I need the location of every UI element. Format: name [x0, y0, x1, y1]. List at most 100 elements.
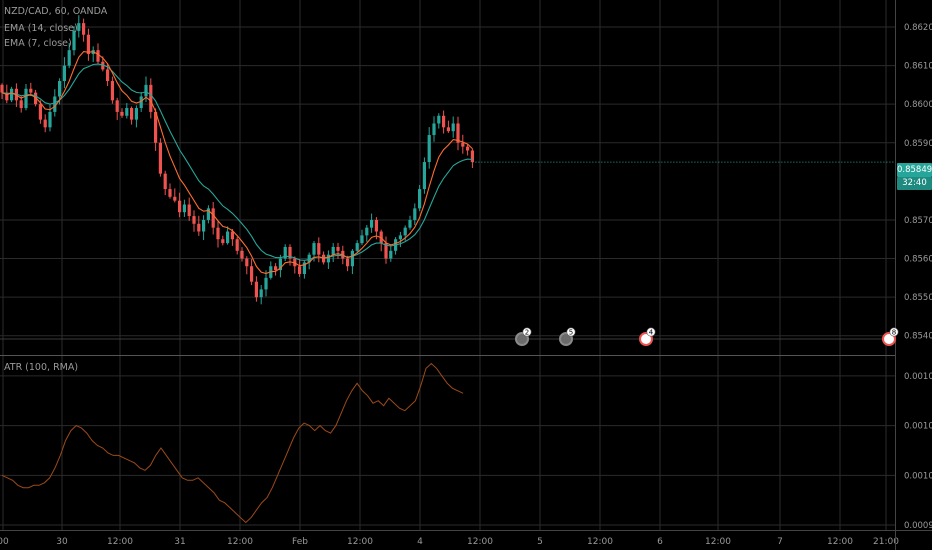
candle-body	[134, 108, 138, 120]
candle-body	[0, 84, 4, 93]
x-tick-label: 4	[417, 537, 423, 547]
candle-body	[466, 146, 470, 151]
candle-body	[211, 208, 215, 228]
candle-body	[120, 111, 124, 116]
candle-body	[139, 96, 143, 109]
candle-body	[408, 219, 412, 228]
candle-body	[346, 258, 350, 267]
candle-body	[240, 250, 244, 259]
candle-body	[158, 142, 162, 174]
candle-body	[278, 258, 282, 271]
candle-body	[163, 173, 167, 190]
candle-body	[101, 61, 105, 70]
candle-body	[446, 127, 450, 132]
candle-body	[106, 69, 110, 82]
event-badge	[889, 327, 899, 337]
candle-body	[86, 34, 90, 55]
x-tick-label: 21:00	[873, 537, 899, 547]
atr-tick-label: 0.00104	[904, 372, 932, 382]
candle-body	[336, 246, 340, 251]
candle-body	[374, 219, 378, 232]
candle-body	[403, 227, 407, 236]
candle-body	[202, 219, 206, 232]
event-count: 8	[892, 329, 896, 337]
candle-body	[72, 30, 76, 51]
candle-body	[427, 135, 431, 163]
candle-body	[288, 246, 292, 259]
candle-body	[389, 250, 393, 259]
candle-body	[298, 266, 302, 274]
x-tick-label: 5	[537, 537, 543, 547]
candle-body	[384, 243, 388, 259]
candle-body	[259, 289, 263, 298]
candle-body	[125, 108, 129, 116]
candle-body	[326, 254, 330, 263]
candle-body	[317, 243, 321, 255]
candle-body	[331, 246, 335, 255]
candle-body	[192, 216, 196, 224]
candle-body	[58, 81, 62, 97]
candle-body	[432, 123, 436, 136]
x-tick-label: 7	[777, 537, 783, 547]
candle-body	[173, 196, 177, 201]
candle-body	[302, 262, 306, 274]
x-tick-label: 12:00	[107, 537, 133, 547]
candle-body	[456, 123, 460, 143]
candle-body	[197, 223, 201, 232]
symbol-legend: NZD/CAD, 60, OANDA	[4, 6, 108, 17]
candle-body	[178, 200, 182, 213]
candle-body	[67, 50, 71, 66]
candle-body	[187, 204, 191, 217]
x-tick-label: 00	[0, 537, 9, 547]
candle-body	[38, 104, 42, 120]
ema14-line	[1, 63, 473, 261]
candle-body	[206, 208, 210, 220]
ema14-legend: EMA (14, close)	[4, 23, 78, 34]
atr-tick-label: 0.00098	[904, 521, 932, 531]
candle-body	[77, 23, 81, 31]
candle-body	[96, 50, 100, 62]
candle-body	[154, 111, 158, 143]
x-tick-label: 12:00	[467, 537, 493, 547]
x-tick-label: 12:00	[827, 537, 853, 547]
candle-body	[451, 123, 455, 132]
event-badge	[646, 327, 656, 337]
candle-body	[43, 119, 47, 128]
candle-body	[283, 246, 287, 259]
candle-body	[226, 231, 230, 244]
candle-body	[461, 142, 465, 147]
candle-body	[235, 239, 239, 251]
candle-body	[442, 115, 446, 128]
candle-body	[307, 254, 311, 263]
atr-line	[1, 362, 464, 524]
ema7-line	[1, 51, 473, 275]
candle-body	[350, 250, 354, 267]
candle-body	[182, 204, 186, 213]
candle-body	[216, 227, 220, 240]
x-tick-label: 6	[657, 537, 663, 547]
candle-body	[245, 258, 249, 267]
x-tick-label: Feb	[292, 537, 308, 547]
event-badge	[522, 327, 532, 337]
candle-body	[413, 208, 417, 220]
event-count: 2	[525, 329, 529, 337]
candle-body	[470, 150, 474, 163]
candle-body	[312, 243, 316, 255]
candle-body	[221, 239, 225, 244]
candle-body	[254, 281, 258, 298]
candle-body	[365, 227, 369, 236]
candle-body	[264, 277, 268, 290]
candle-body	[168, 189, 172, 197]
x-tick-label: 31	[174, 537, 185, 547]
atr-legend: ATR (100, RMA)	[4, 362, 79, 373]
candle-body	[5, 92, 9, 101]
candle-body	[250, 266, 254, 282]
